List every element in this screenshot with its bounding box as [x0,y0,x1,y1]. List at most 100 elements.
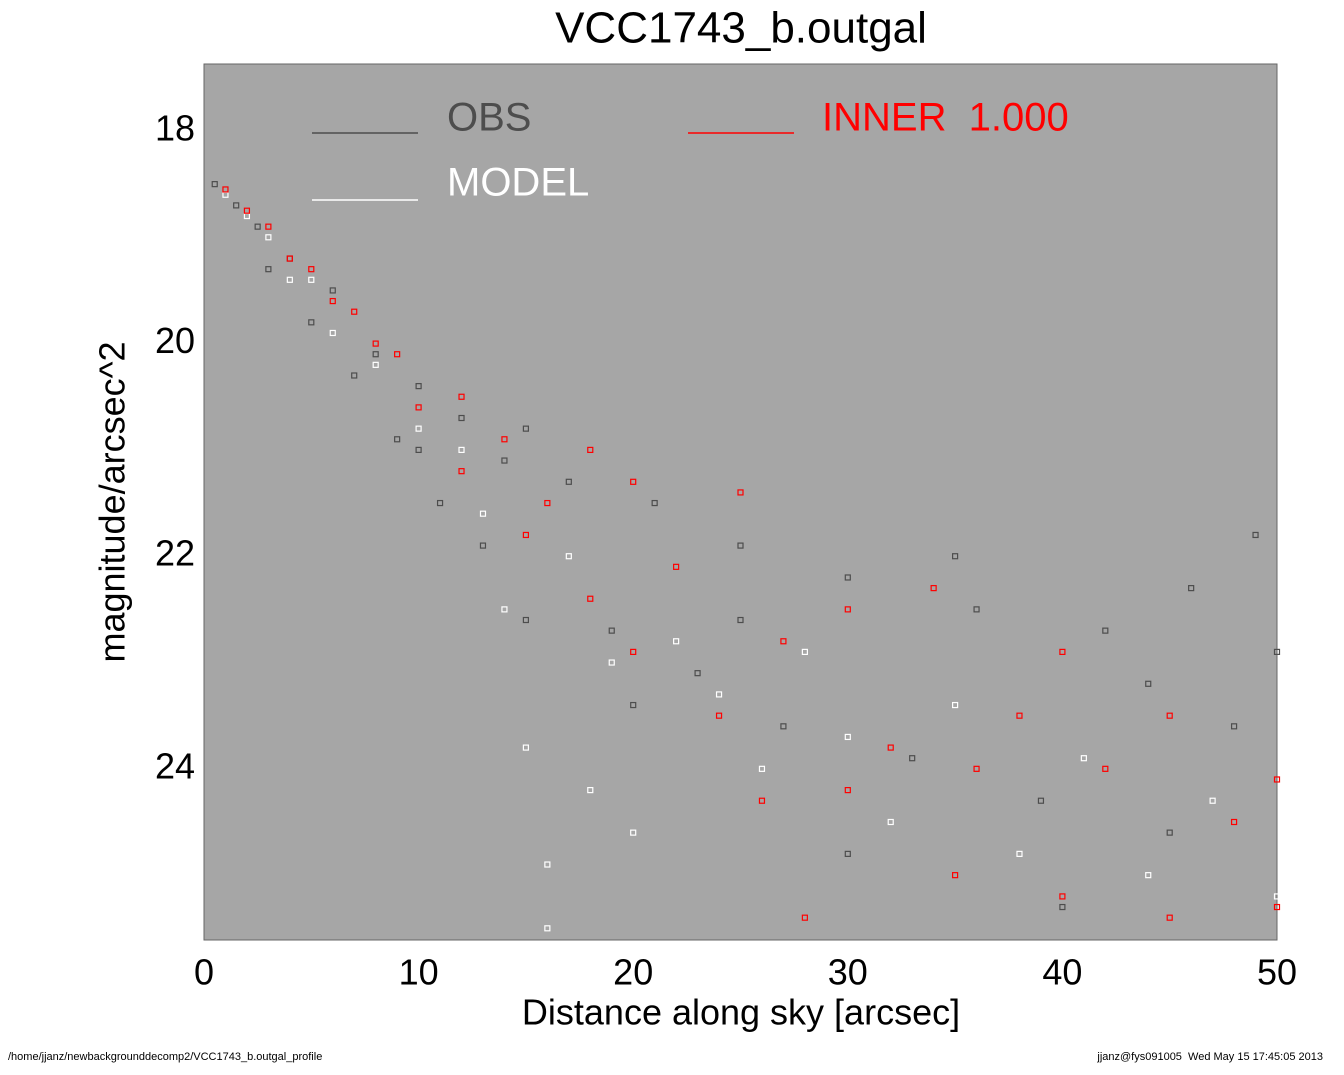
data-point [1102,627,1109,634]
data-point [587,787,594,794]
data-point [233,202,240,209]
y-tick-label: 18 [155,107,195,148]
data-point [673,638,680,645]
data-point [844,733,851,741]
x-tick-label: 10 [399,952,439,993]
data-point [286,276,293,283]
data-point [265,223,272,230]
data-point [565,553,572,560]
data-point [887,818,894,826]
data-point [909,755,916,762]
data-point [501,606,508,613]
data-point [1273,893,1281,900]
data-point [1037,797,1045,804]
data-point [522,531,530,539]
data-point [565,478,572,485]
data-point [394,351,401,358]
data-point [1166,914,1173,921]
data-point [1059,903,1066,911]
data-point [758,797,766,804]
data-point [372,351,379,358]
data-point [673,563,680,570]
plot-area [203,63,1278,941]
data-point [587,595,594,602]
legend-label: OBS [447,96,531,140]
data-point [951,872,959,879]
data-point [544,861,551,868]
data-point [351,308,358,315]
data-point [844,787,851,794]
data-point [1016,712,1023,719]
data-point [930,585,937,592]
data-point [1209,797,1216,804]
data-point [308,266,315,273]
data-point [415,383,422,390]
data-point [844,606,851,613]
data-point [479,542,487,549]
data-point [737,489,744,496]
y-tick-label: 22 [155,533,195,574]
data-point [630,648,637,655]
data-point [544,925,551,932]
data-point [501,457,508,464]
data-point [329,297,336,305]
data-point [801,914,808,921]
data-point [415,425,422,432]
data-point [844,850,851,857]
data-point [243,207,251,214]
data-point [651,499,658,507]
x-tick-label: 0 [194,952,214,993]
data-point [501,436,508,443]
data-point [222,186,229,193]
x-tick-label: 20 [613,952,653,993]
data-point [415,446,422,454]
data-point [522,744,530,751]
data-point [308,276,315,283]
data-point [694,670,701,677]
data-point [458,414,465,422]
data-point [1188,585,1195,592]
data-point [758,765,766,772]
data-point [630,478,637,485]
data-point [458,393,465,400]
data-point [608,627,615,634]
data-point [522,425,530,432]
data-point [329,287,336,294]
data-point [329,329,336,337]
data-point [211,181,218,188]
data-point [1273,776,1281,783]
footer-right: jjanz@fys091005 Wed May 15 17:45:05 2013 [1096,1051,1323,1063]
data-point [1273,903,1281,911]
data-point [715,691,723,698]
data-point [254,223,261,230]
data-point [951,553,959,560]
data-point [1230,818,1238,826]
y-axis-label: magnitude/arcsec^2 [92,341,133,662]
data-point [308,319,315,326]
chart-title: VCC1743_b.outgal [555,4,927,53]
data-point [458,446,465,454]
legend-label: MODEL [447,161,589,205]
data-point [1102,765,1109,772]
data-point [737,542,744,549]
legend-label: INNER 1.000 [822,96,1069,140]
data-point [1145,872,1152,879]
data-point [1059,648,1066,655]
data-point [286,255,293,262]
data-point [458,468,465,475]
data-point [737,616,744,624]
footer-left: /home/jjanz/newbackgrounddecomp2/VCC1743… [8,1051,322,1063]
data-point [587,446,594,454]
data-point [887,744,894,751]
data-point [1145,680,1152,687]
x-tick-label: 40 [1042,952,1082,993]
data-point [522,616,530,624]
x-tick-label: 50 [1257,952,1297,993]
data-point [1080,755,1087,762]
data-point [479,510,487,517]
x-axis-label: Distance along sky [arcsec] [522,992,960,1033]
data-point [1252,531,1259,539]
data-point [608,659,615,666]
data-point [372,340,379,347]
